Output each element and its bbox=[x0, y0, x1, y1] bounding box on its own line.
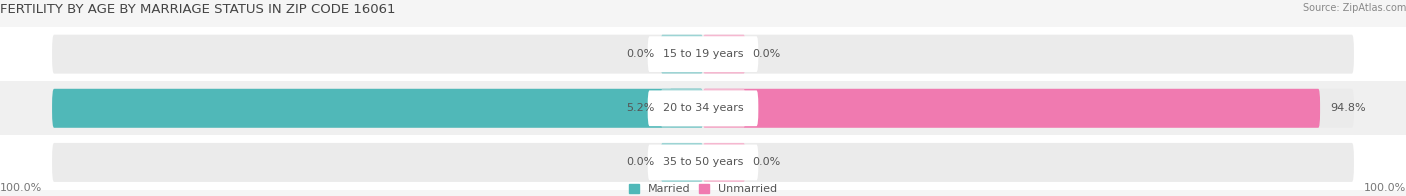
FancyBboxPatch shape bbox=[661, 89, 703, 128]
Text: Source: ZipAtlas.com: Source: ZipAtlas.com bbox=[1302, 3, 1406, 13]
Text: 0.0%: 0.0% bbox=[626, 157, 654, 167]
FancyBboxPatch shape bbox=[0, 135, 1406, 190]
FancyBboxPatch shape bbox=[648, 90, 758, 126]
Text: 35 to 50 years: 35 to 50 years bbox=[662, 157, 744, 167]
FancyBboxPatch shape bbox=[52, 89, 703, 128]
Text: 100.0%: 100.0% bbox=[1364, 183, 1406, 193]
FancyBboxPatch shape bbox=[52, 143, 1354, 182]
FancyBboxPatch shape bbox=[703, 35, 745, 74]
Legend: Married, Unmarried: Married, Unmarried bbox=[628, 184, 778, 194]
Text: 100.0%: 100.0% bbox=[0, 183, 42, 193]
FancyBboxPatch shape bbox=[703, 89, 745, 128]
FancyBboxPatch shape bbox=[52, 89, 1354, 128]
FancyBboxPatch shape bbox=[0, 27, 1406, 81]
Text: 0.0%: 0.0% bbox=[752, 157, 780, 167]
Text: FERTILITY BY AGE BY MARRIAGE STATUS IN ZIP CODE 16061: FERTILITY BY AGE BY MARRIAGE STATUS IN Z… bbox=[0, 3, 395, 16]
FancyBboxPatch shape bbox=[52, 35, 1354, 74]
FancyBboxPatch shape bbox=[648, 36, 758, 72]
Text: 94.8%: 94.8% bbox=[1330, 103, 1365, 113]
Text: 0.0%: 0.0% bbox=[752, 49, 780, 59]
FancyBboxPatch shape bbox=[661, 35, 703, 74]
FancyBboxPatch shape bbox=[648, 145, 758, 180]
Text: 20 to 34 years: 20 to 34 years bbox=[662, 103, 744, 113]
FancyBboxPatch shape bbox=[661, 143, 703, 182]
FancyBboxPatch shape bbox=[669, 89, 703, 128]
FancyBboxPatch shape bbox=[0, 81, 1406, 135]
Text: 15 to 19 years: 15 to 19 years bbox=[662, 49, 744, 59]
Text: 5.2%: 5.2% bbox=[626, 103, 654, 113]
Text: 0.0%: 0.0% bbox=[626, 49, 654, 59]
FancyBboxPatch shape bbox=[703, 143, 745, 182]
FancyBboxPatch shape bbox=[703, 89, 1320, 128]
